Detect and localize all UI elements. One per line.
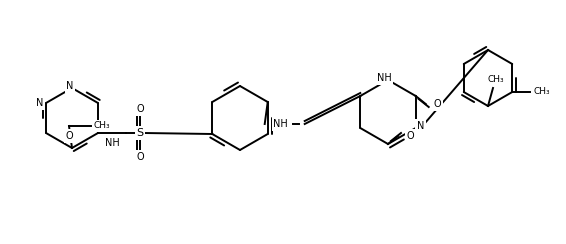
Text: O: O <box>136 104 144 114</box>
Text: N: N <box>36 98 44 108</box>
Text: O: O <box>406 131 414 141</box>
Text: CH₃: CH₃ <box>94 122 110 131</box>
Text: CH₃: CH₃ <box>534 88 551 96</box>
Text: N: N <box>66 81 74 91</box>
Text: NH: NH <box>105 138 119 148</box>
Text: O: O <box>65 131 73 141</box>
Text: N: N <box>417 121 424 131</box>
Text: O: O <box>136 152 144 162</box>
Text: O: O <box>434 99 441 109</box>
Text: S: S <box>136 128 144 138</box>
Text: NH: NH <box>376 73 391 83</box>
Text: CH₃: CH₃ <box>488 75 504 84</box>
Text: NH: NH <box>273 119 288 129</box>
